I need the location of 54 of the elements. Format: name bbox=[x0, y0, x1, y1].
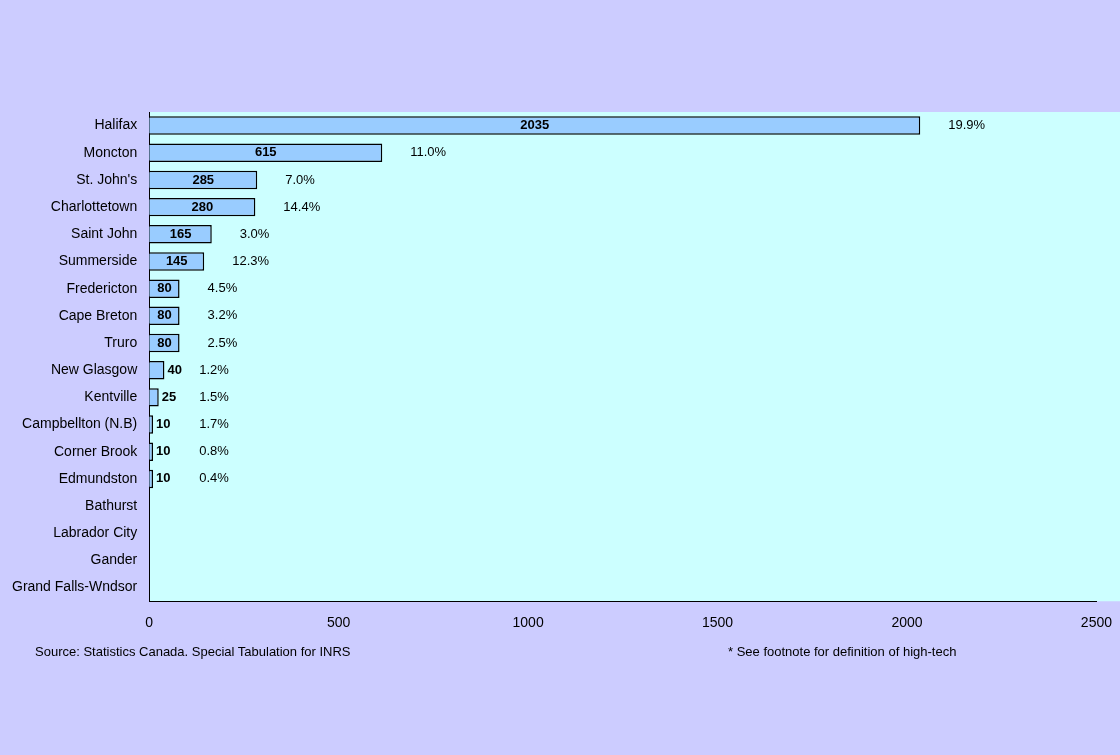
data-label: 10 bbox=[156, 443, 171, 459]
data-label: 10 bbox=[156, 416, 171, 432]
annotation: 3.2% bbox=[207, 307, 238, 323]
y-tick-label: Saint John bbox=[71, 225, 138, 242]
source-note: Source: Statistics Canada. Special Tabulation for INRS bbox=[35, 644, 351, 659]
annotation: 7.0% bbox=[285, 171, 316, 187]
annotation: 0.8% bbox=[199, 443, 230, 459]
data-label: 285 bbox=[192, 171, 215, 187]
data-label: 80 bbox=[157, 334, 172, 350]
text: * See footnote for definition of high-tech bbox=[728, 644, 957, 659]
y-tick-label: Summerside bbox=[58, 252, 138, 269]
y-tick-label: Charlottetown bbox=[50, 197, 138, 214]
data-label: 615 bbox=[254, 144, 277, 160]
y-tick-label: Moncton bbox=[83, 143, 138, 160]
data-label: 10 bbox=[156, 470, 171, 486]
y-tick-label: Corner Brook bbox=[53, 442, 139, 459]
y-tick-label: Edmundston bbox=[58, 469, 138, 486]
x-tick-label: 1000 bbox=[512, 614, 544, 631]
annotation: 3.0% bbox=[239, 225, 270, 241]
annotation: 2.5% bbox=[207, 334, 238, 350]
x-tick-label: 0 bbox=[145, 614, 154, 631]
y-tick-label: Campbellton (N.B) bbox=[22, 415, 138, 432]
data-label: 80 bbox=[157, 280, 172, 296]
data-label: 2035 bbox=[520, 117, 550, 133]
annotation: 4.5% bbox=[207, 280, 238, 296]
x-tick-label: 500 bbox=[327, 614, 351, 631]
x-tick-label: 1500 bbox=[701, 614, 734, 631]
y-tick-label: New Glasgow bbox=[50, 361, 139, 378]
y-tick-label: St. John's bbox=[76, 170, 138, 187]
y-tick-label: Halifax bbox=[94, 116, 138, 133]
annotation: 12.3% bbox=[232, 253, 270, 269]
x-tick-label: 2000 bbox=[891, 614, 923, 631]
y-tick-label: Cape Breton bbox=[58, 306, 138, 323]
data-label: 25 bbox=[161, 388, 177, 404]
data-label: 80 bbox=[157, 307, 172, 323]
y-tick-label: Labrador City bbox=[53, 524, 138, 541]
y-tick-label: Bathurst bbox=[85, 496, 138, 513]
y-tick-label: Grand Falls-Wndsor bbox=[11, 578, 138, 595]
y-tick-label: Fredericton bbox=[66, 279, 138, 296]
data-label: 165 bbox=[169, 225, 192, 241]
annotation: 0.4% bbox=[199, 470, 230, 486]
y-tick-label: Kentville bbox=[84, 388, 138, 405]
annotation: 11.0% bbox=[410, 144, 447, 160]
y-tick-label: Gander bbox=[90, 551, 138, 568]
annotation: 19.9% bbox=[948, 117, 986, 133]
y-tick-label: Truro bbox=[104, 333, 138, 350]
annotation: 14.4% bbox=[283, 198, 321, 214]
data-label: 40 bbox=[167, 361, 182, 377]
annotation: 1.2% bbox=[199, 361, 230, 377]
annotation: 1.5% bbox=[199, 388, 230, 404]
data-label: 280 bbox=[191, 198, 214, 214]
annotation: 1.7% bbox=[199, 416, 230, 432]
x-tick-label: 2500 bbox=[1080, 614, 1113, 631]
data-label: 145 bbox=[165, 253, 188, 269]
